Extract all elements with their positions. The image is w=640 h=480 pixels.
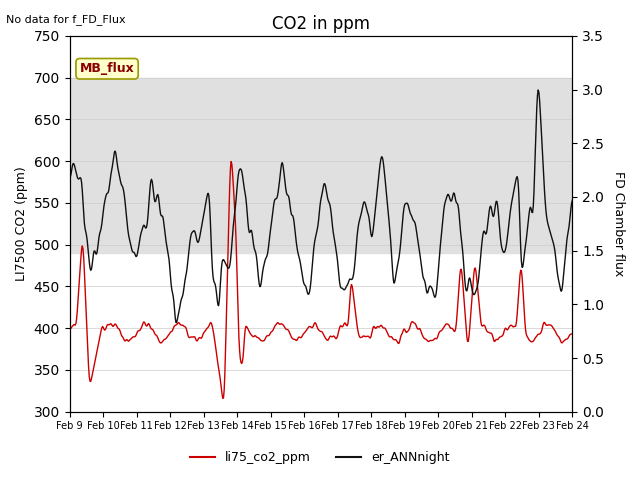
Y-axis label: LI7500 CO2 (ppm): LI7500 CO2 (ppm)	[15, 167, 28, 281]
Y-axis label: FD Chamber flux: FD Chamber flux	[612, 171, 625, 276]
Title: CO2 in ppm: CO2 in ppm	[272, 15, 370, 33]
Bar	[70, 78, 572, 253]
Text: MB_flux: MB_flux	[80, 62, 134, 75]
Text: No data for f_FD_Flux: No data for f_FD_Flux	[6, 14, 126, 25]
Legend: li75_co2_ppm, er_ANNnight: li75_co2_ppm, er_ANNnight	[186, 446, 454, 469]
